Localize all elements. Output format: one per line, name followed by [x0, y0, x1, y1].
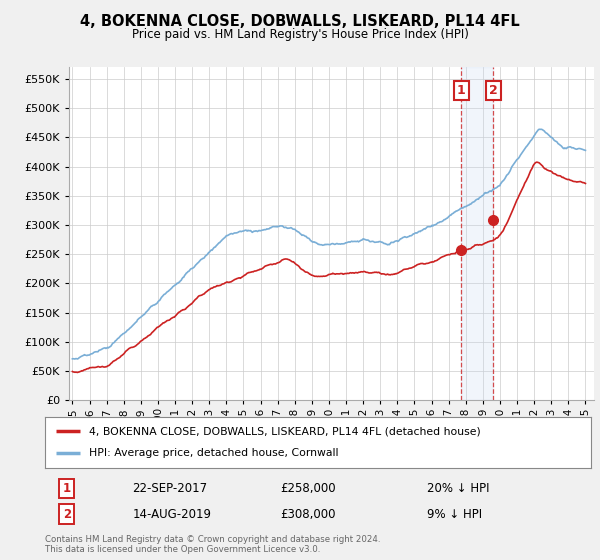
Text: 4, BOKENNA CLOSE, DOBWALLS, LISKEARD, PL14 4FL (detached house): 4, BOKENNA CLOSE, DOBWALLS, LISKEARD, PL… — [89, 426, 481, 436]
Text: 1: 1 — [457, 84, 466, 97]
Text: 22-SEP-2017: 22-SEP-2017 — [133, 482, 208, 495]
Text: £258,000: £258,000 — [280, 482, 335, 495]
Text: 4, BOKENNA CLOSE, DOBWALLS, LISKEARD, PL14 4FL: 4, BOKENNA CLOSE, DOBWALLS, LISKEARD, PL… — [80, 14, 520, 29]
Text: 2: 2 — [63, 507, 71, 521]
Text: Contains HM Land Registry data © Crown copyright and database right 2024.
This d: Contains HM Land Registry data © Crown c… — [45, 535, 380, 554]
Text: 14-AUG-2019: 14-AUG-2019 — [133, 507, 211, 521]
Text: 20% ↓ HPI: 20% ↓ HPI — [427, 482, 490, 495]
Text: HPI: Average price, detached house, Cornwall: HPI: Average price, detached house, Corn… — [89, 449, 338, 459]
Text: 2: 2 — [489, 84, 498, 97]
Text: 9% ↓ HPI: 9% ↓ HPI — [427, 507, 482, 521]
Text: Price paid vs. HM Land Registry's House Price Index (HPI): Price paid vs. HM Land Registry's House … — [131, 28, 469, 41]
Bar — [461, 67, 493, 400]
Text: £308,000: £308,000 — [280, 507, 335, 521]
Text: 1: 1 — [63, 482, 71, 495]
